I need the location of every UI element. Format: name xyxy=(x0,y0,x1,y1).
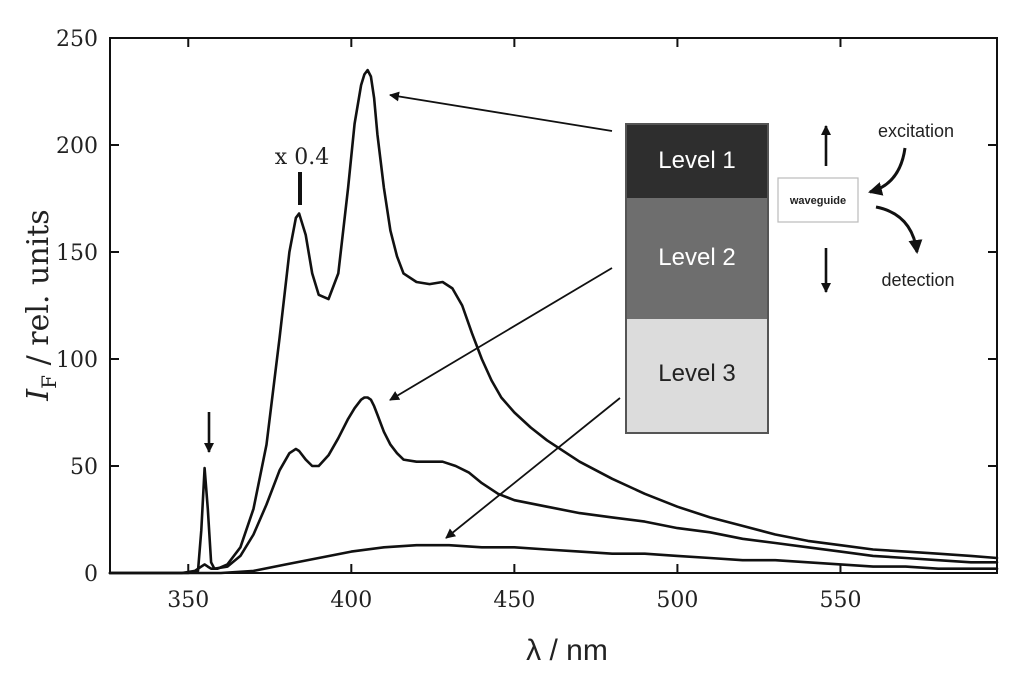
spectrum-line-level1 xyxy=(108,68,999,575)
waveguide-schematic: waveguide excitation detection xyxy=(777,121,955,293)
y-tick-label: 150 xyxy=(56,241,98,266)
level3-pointer-arrow xyxy=(445,397,621,539)
x-tick-label: 350 xyxy=(167,588,209,613)
inset-level1-label: Level 1 xyxy=(658,147,735,174)
x-tick-label: 500 xyxy=(656,588,698,613)
y-axis-ticks: 0 50 100 150 200 250 xyxy=(56,27,997,587)
x-tick-label: 400 xyxy=(330,588,372,613)
y-axis-symbol: I xyxy=(21,388,56,402)
inset-frame xyxy=(625,123,769,434)
excitation-arrow-icon xyxy=(868,147,907,196)
scale-note-annotation: x 0.4 xyxy=(275,145,329,170)
waveguide-box xyxy=(777,177,859,223)
inset-level1-block xyxy=(626,124,768,198)
spectrum-series xyxy=(108,68,999,575)
inset-level3-label: Level 3 xyxy=(658,360,735,387)
detection-arrow-icon xyxy=(875,205,923,254)
detection-label: detection xyxy=(881,270,954,290)
y-axis-subscript: F xyxy=(37,375,61,389)
spectrum-line-level3 xyxy=(108,543,999,575)
x-tick-label: 450 xyxy=(493,588,535,613)
y-axis-title: IF / rel. units xyxy=(21,209,61,401)
x-axis-title: λ / nm xyxy=(526,634,608,667)
y-tick-label: 250 xyxy=(56,27,98,52)
x-tick-label: 550 xyxy=(819,588,861,613)
y-tick-label: 50 xyxy=(70,455,98,480)
inset-level2-label: Level 2 xyxy=(658,244,735,271)
x-axis-ticks: 350 400 450 500 550 xyxy=(167,38,861,613)
y-tick-label: 100 xyxy=(56,348,98,373)
layer-stack-inset: Level 1 Level 2 Level 3 xyxy=(625,123,769,434)
level2-pointer-arrow xyxy=(389,267,613,401)
spectrum-line-level2 xyxy=(108,396,999,575)
inset-level3-block xyxy=(626,319,768,433)
waveguide-label: waveguide xyxy=(789,195,846,207)
y-tick-label: 200 xyxy=(56,134,98,159)
plot-frame xyxy=(109,37,998,574)
y-axis-unit: / rel. units xyxy=(21,209,56,375)
y-tick-label: 0 xyxy=(84,562,98,587)
inset-level2-block xyxy=(626,198,768,319)
level1-pointer-arrow xyxy=(389,91,613,132)
excitation-label: excitation xyxy=(878,121,954,141)
